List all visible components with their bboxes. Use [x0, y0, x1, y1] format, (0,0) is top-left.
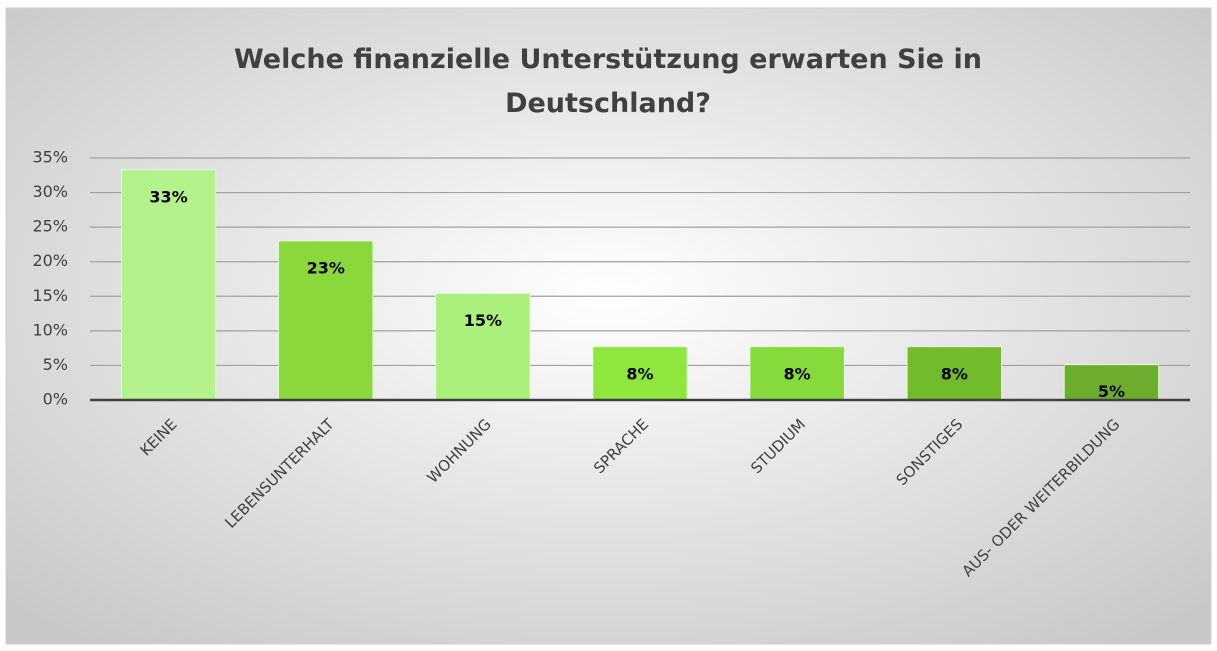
bar [592, 346, 688, 401]
bar [435, 293, 531, 401]
y-tick-label: 35% [32, 148, 68, 167]
y-tick-label: 20% [32, 251, 68, 270]
chart-title: Welche finanzielle Unterstützung erwarte… [233, 44, 982, 119]
data-label: 23% [307, 258, 345, 277]
y-tick-label: 5% [43, 355, 68, 374]
bar [749, 346, 845, 401]
bar [1063, 364, 1159, 401]
bar [121, 169, 217, 401]
data-label: 33% [149, 187, 187, 206]
bar [278, 240, 374, 401]
y-tick-label: 30% [32, 182, 68, 201]
data-label: 8% [626, 364, 653, 383]
data-label: 15% [464, 311, 502, 330]
y-tick-label: 15% [32, 286, 68, 305]
y-tick-label: 0% [43, 390, 68, 409]
y-tick-label: 10% [32, 320, 68, 339]
y-tick-label: 25% [32, 217, 68, 236]
bar [906, 346, 1002, 401]
data-label: 8% [941, 364, 968, 383]
data-label: 5% [1098, 382, 1125, 401]
data-label: 8% [784, 364, 811, 383]
